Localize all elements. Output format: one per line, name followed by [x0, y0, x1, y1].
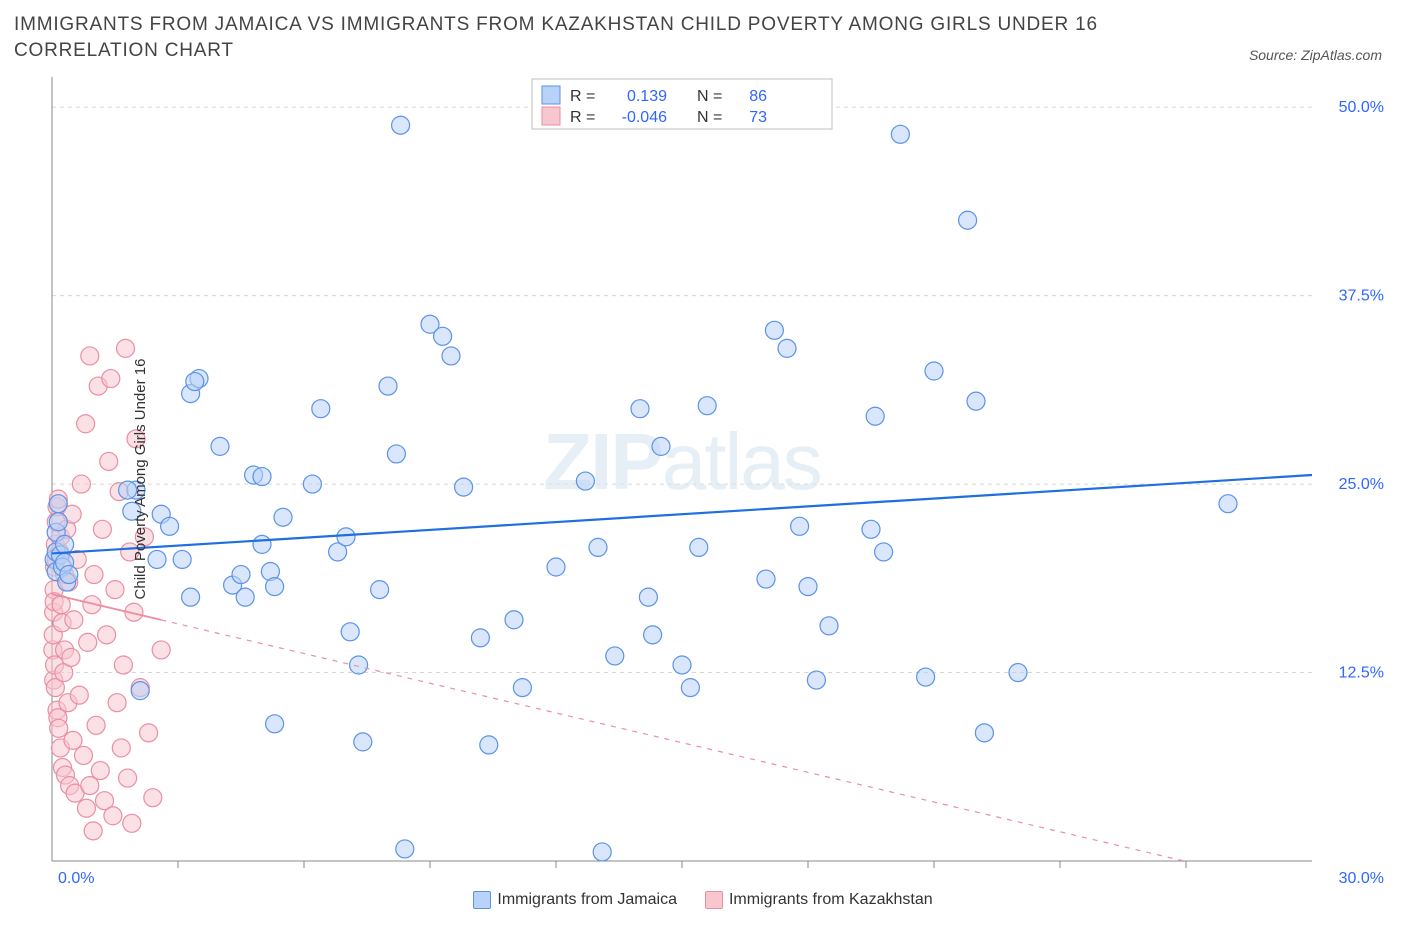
svg-text:R =: R = — [570, 88, 595, 105]
svg-text:N =: N = — [697, 88, 722, 105]
legend-item-a: Immigrants from Jamaica — [473, 891, 677, 909]
scatter-chart: 12.5% 25.0% 37.5% 50.0% ZIPatlas R = 0.139 N = 8… — [42, 69, 1390, 889]
svg-text:0.0%: 0.0% — [58, 870, 94, 887]
svg-text:ZIPatlas: ZIPatlas — [543, 417, 820, 506]
svg-text:0.139: 0.139 — [627, 88, 667, 105]
chart-title: IMMIGRANTS FROM JAMAICA VS IMMIGRANTS FR… — [14, 12, 1114, 63]
y-axis-label: Child Poverty Among Girls Under 16 — [132, 359, 149, 600]
legend-swatch-b — [705, 891, 723, 909]
svg-text:30.0%: 30.0% — [1339, 870, 1384, 887]
svg-text:50.0%: 50.0% — [1339, 99, 1384, 116]
svg-text:86: 86 — [749, 88, 767, 105]
svg-text:N =: N = — [697, 109, 722, 126]
source-citation: Source: ZipAtlas.com — [1249, 47, 1392, 63]
svg-text:37.5%: 37.5% — [1339, 288, 1384, 305]
svg-text:25.0%: 25.0% — [1339, 476, 1384, 493]
svg-text:-0.046: -0.046 — [622, 109, 667, 126]
svg-text:12.5%: 12.5% — [1339, 665, 1384, 682]
bottom-legend: Immigrants from Jamaica Immigrants from … — [14, 891, 1392, 909]
legend-swatch-a — [473, 891, 491, 909]
legend-label-b: Immigrants from Kazakhstan — [729, 891, 933, 909]
legend-label-a: Immigrants from Jamaica — [497, 891, 677, 909]
svg-text:R =: R = — [570, 109, 595, 126]
legend-item-b: Immigrants from Kazakhstan — [705, 891, 933, 909]
svg-text:73: 73 — [749, 109, 767, 126]
